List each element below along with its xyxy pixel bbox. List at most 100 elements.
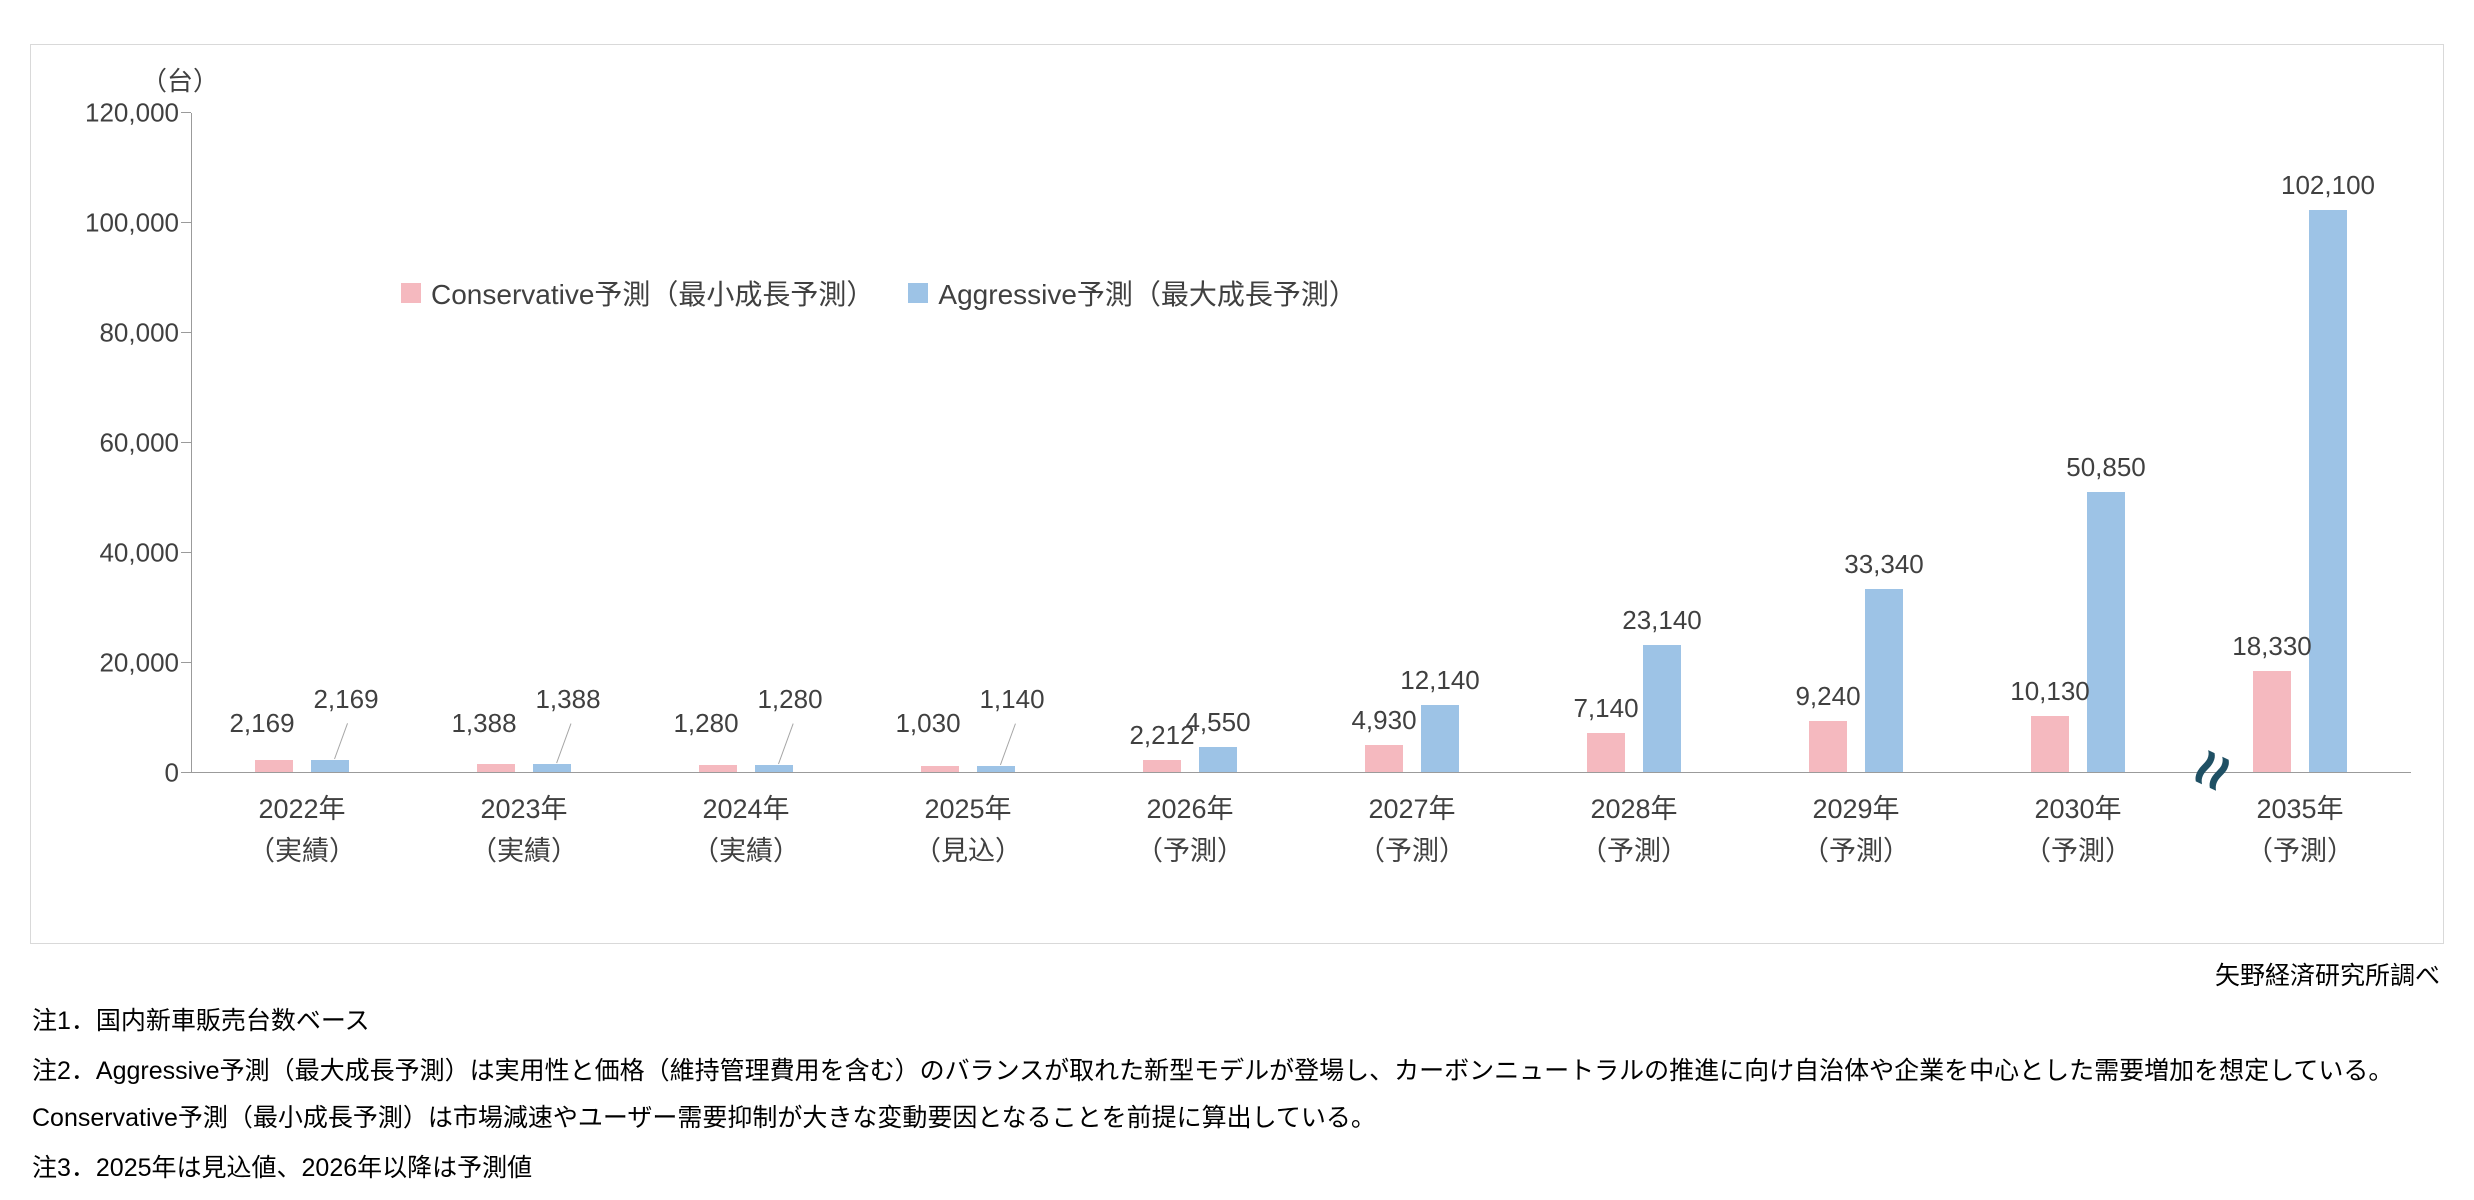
category-status: （予測） xyxy=(2246,835,2354,866)
bar-aggressive-2028年 xyxy=(1643,644,1681,772)
bar-aggressive-2024年 xyxy=(755,764,793,772)
category-status: （実績） xyxy=(692,835,800,866)
legend-label-aggressive: Aggressive予測（最大成長予測） xyxy=(938,279,1357,310)
value-label-conservative-2027年: 4,930 xyxy=(1351,704,1417,735)
bar-conservative-2023年 xyxy=(477,764,515,772)
y-axis-tick-mark xyxy=(181,442,191,443)
x-axis-category-label: 2035年 （予測） xyxy=(2189,789,2411,873)
y-axis-tick-mark xyxy=(181,222,191,223)
category-status: （予測） xyxy=(1802,835,1910,866)
footnote-1: 注1．国内新車販売台数ベース xyxy=(32,1007,370,1035)
value-label-aggressive-2035年: 102,100 xyxy=(2281,170,2375,201)
bar-conservative-2028年 xyxy=(1587,732,1625,772)
y-axis-tick-label: 0 xyxy=(164,757,179,788)
x-axis-line xyxy=(191,772,2411,773)
bar-aggressive-2035年 xyxy=(2309,210,2347,772)
y-axis-tick-label: 40,000 xyxy=(99,537,179,568)
value-label-conservative-2028年: 7,140 xyxy=(1573,692,1639,723)
bar-aggressive-2022年 xyxy=(311,760,349,772)
legend: Conservative予測（最小成長予測） Aggressive予測（最大成長… xyxy=(401,273,1357,313)
legend-item-aggressive: Aggressive予測（最大成長予測） xyxy=(908,273,1357,313)
y-axis-tick-mark xyxy=(181,552,191,553)
category-year: 2029年 xyxy=(1812,794,1900,824)
label-leader-line xyxy=(1000,723,1016,765)
category-status: （実績） xyxy=(470,835,578,866)
value-label-conservative-2030年: 10,130 xyxy=(2010,676,2090,707)
value-label-conservative-2023年: 1,388 xyxy=(451,708,517,738)
y-axis-tick-label: 60,000 xyxy=(99,427,179,458)
value-label-conservative-2022年: 2,169 xyxy=(229,708,295,738)
footnote-2: 注2．Aggressive予測（最大成長予測）は実用性と価格（維持管理費用を含む… xyxy=(32,1056,2394,1133)
label-leader-line xyxy=(778,723,794,765)
value-label-aggressive-2026年: 4,550 xyxy=(1185,706,1251,737)
x-axis-category-label: 2025年 （見込） xyxy=(857,789,1079,873)
bar-conservative-2035年 xyxy=(2253,671,2291,772)
plot-area: Conservative予測（最小成長予測） Aggressive予測（最大成長… xyxy=(181,112,2411,802)
value-label-conservative-2026年: 2,212 xyxy=(1129,719,1195,750)
legend-label-conservative: Conservative予測（最小成長予測） xyxy=(431,279,875,310)
category-year: 2022年 xyxy=(258,794,346,824)
value-label-aggressive-2027年: 12,140 xyxy=(1400,665,1480,696)
category-year: 2028年 xyxy=(1590,794,1678,824)
bar-conservative-2026年 xyxy=(1143,759,1181,772)
y-axis-labels: 0 20,000 40,000 60,000 80,000 100,000 120,000 xyxy=(31,98,179,788)
value-label-aggressive-2024年: 1,280 xyxy=(757,684,823,714)
label-leader-line xyxy=(556,723,572,764)
bar-aggressive-2029年 xyxy=(1865,588,1903,772)
value-label-aggressive-2029年: 33,340 xyxy=(1844,548,1924,579)
category-status: （予測） xyxy=(1580,835,1688,866)
legend-item-conservative: Conservative予測（最小成長予測） xyxy=(401,273,874,313)
bar-aggressive-2023年 xyxy=(533,764,571,772)
value-label-aggressive-2023年: 1,388 xyxy=(535,684,601,714)
category-status: （予測） xyxy=(1358,835,1466,866)
value-label-aggressive-2030年: 50,850 xyxy=(2066,452,2146,483)
bar-conservative-2027年 xyxy=(1365,744,1403,772)
y-axis-tick-mark xyxy=(181,332,191,333)
bar-conservative-2024年 xyxy=(699,764,737,772)
y-axis-tick-mark xyxy=(181,772,191,773)
y-axis-tick-mark xyxy=(181,662,191,663)
y-axis-tick-mark xyxy=(181,112,191,113)
bar-conservative-2030年 xyxy=(2031,716,2069,772)
value-label-aggressive-2025年: 1,140 xyxy=(979,684,1045,714)
x-axis-category-label: 2022年 （実績） xyxy=(191,789,413,873)
bar-aggressive-2026年 xyxy=(1199,746,1237,772)
value-label-aggressive-2028年: 23,140 xyxy=(1622,604,1702,635)
value-label-conservative-2025年: 1,030 xyxy=(895,708,961,738)
category-year: 2025年 xyxy=(924,794,1012,824)
value-label-aggressive-2022年: 2,169 xyxy=(313,684,379,714)
value-label-conservative-2024年: 1,280 xyxy=(673,708,739,738)
category-year: 2026年 xyxy=(1146,794,1234,824)
category-year: 2035年 xyxy=(2256,794,2344,824)
category-status: （予測） xyxy=(2024,835,2132,866)
x-axis-category-label: 2030年 （予測） xyxy=(1967,789,2189,873)
category-year: 2024年 xyxy=(702,794,790,824)
bar-conservative-2029年 xyxy=(1809,721,1847,772)
value-label-conservative-2035年: 18,330 xyxy=(2232,631,2312,662)
value-label-conservative-2029年: 9,240 xyxy=(1795,681,1861,712)
chart-panel: （台） 0 20,000 40,000 60,000 80,000 100,000 120,… xyxy=(30,44,2444,944)
y-axis-tick-label: 120,000 xyxy=(85,97,179,128)
y-axis-tick-label: 20,000 xyxy=(99,647,179,678)
bar-aggressive-2027年 xyxy=(1421,705,1459,772)
x-axis-category-label: 2028年 （予測） xyxy=(1523,789,1745,873)
x-axis-category-label: 2029年 （予測） xyxy=(1745,789,1967,873)
category-status: （実績） xyxy=(248,835,356,866)
y-axis-tick-label: 80,000 xyxy=(99,317,179,348)
x-axis-category-label: 2024年 （実績） xyxy=(635,789,857,873)
category-status: （予測） xyxy=(1136,835,1244,866)
category-year: 2027年 xyxy=(1368,794,1456,824)
legend-swatch-aggressive-icon xyxy=(908,283,929,303)
y-axis-tick-label: 100,000 xyxy=(85,207,179,238)
category-year: 2030年 xyxy=(2034,794,2122,824)
y-axis-unit-label: （台） xyxy=(141,66,220,96)
category-year: 2023年 xyxy=(480,794,568,824)
y-axis-line xyxy=(191,113,192,773)
bar-aggressive-2025年 xyxy=(977,765,1015,772)
bar-conservative-2022年 xyxy=(255,760,293,772)
source-note: 矢野経済研究所調べ xyxy=(2214,962,2440,990)
x-axis-category-label: 2023年 （実績） xyxy=(413,789,635,873)
x-axis-category-label: 2027年 （予測） xyxy=(1301,789,1523,873)
footnote-3: 注3．2025年は見込値、2026年以降は予測値 xyxy=(32,1153,533,1182)
x-axis-category-label: 2026年 （予測） xyxy=(1079,789,1301,873)
